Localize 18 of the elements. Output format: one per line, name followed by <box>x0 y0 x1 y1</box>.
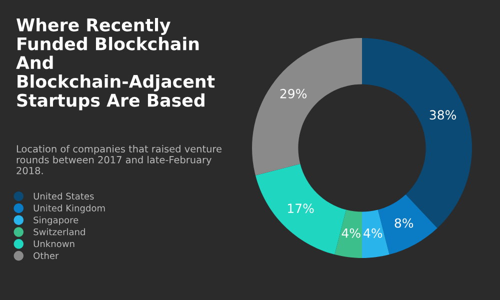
data-label: 29% <box>280 88 307 98</box>
donut-slice <box>362 210 390 258</box>
donut-slice <box>362 38 472 228</box>
data-label: 17% <box>288 204 314 214</box>
data-label: 8% <box>394 218 414 228</box>
data-label: 4% <box>342 228 360 238</box>
text: Location of companies that raised venture rounds between 2017 and late-February 2018. <box>16 145 222 174</box>
legend-label: United States <box>34 192 94 200</box>
legend-label: Switzerland <box>34 228 85 236</box>
legend-label: Singapore <box>34 216 78 226</box>
donut-slice <box>252 38 362 176</box>
donut-slice <box>334 210 362 258</box>
legend-label: Unknown <box>34 240 74 248</box>
legend-label: Other <box>34 252 59 260</box>
data-label: 4% <box>364 228 382 238</box>
legend-label: United Kingdom <box>34 204 105 214</box>
text: Where Recently Funded Blockchain And Blockchain-Adjacent Startups Are Based <box>16 18 215 110</box>
data-label: 38% <box>430 110 456 120</box>
